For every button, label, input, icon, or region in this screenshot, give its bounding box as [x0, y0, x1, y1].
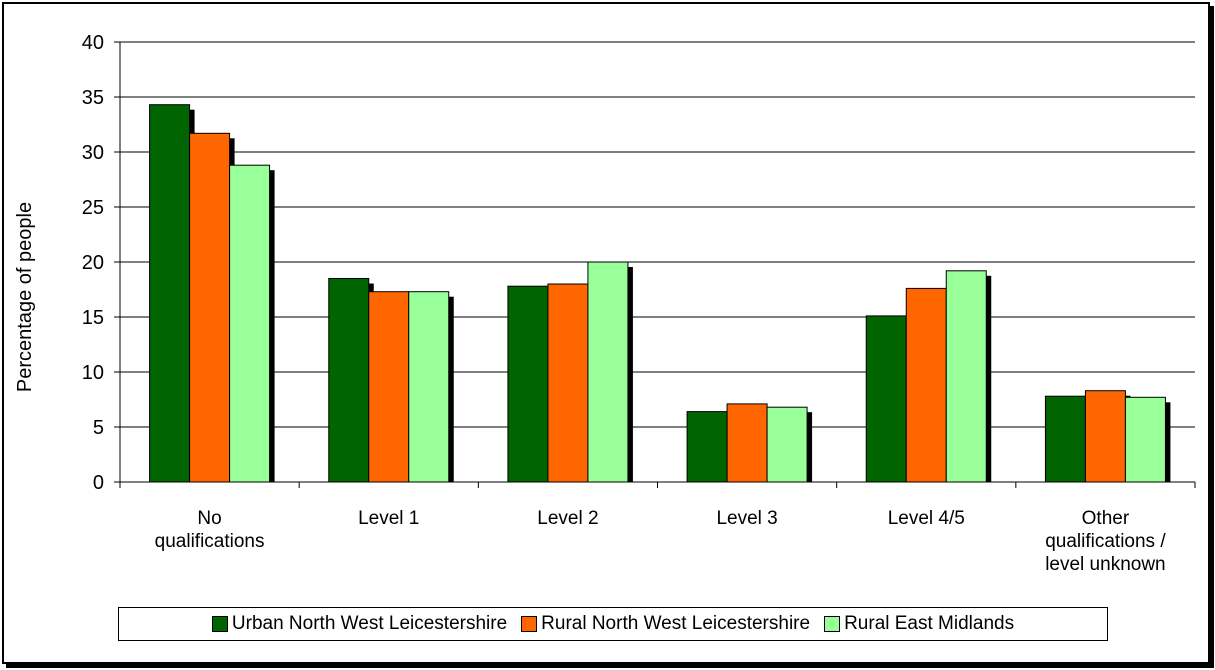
x-tick-label-line: Level 3 — [716, 508, 777, 529]
x-tick-label-line: Level 2 — [537, 508, 598, 529]
bar — [328, 278, 370, 483]
bar — [905, 287, 947, 483]
x-tick-label-line: Level 4/5 — [888, 508, 965, 529]
y-tick-label: 10 — [82, 362, 104, 384]
y-tick-label: 5 — [93, 417, 104, 439]
y-tick-label: 0 — [93, 472, 104, 494]
tick-labels: 0 5 10 15 20 25 30 35 40 No qualifications Level 1 L… — [82, 32, 1167, 575]
legend-entry: Rural North West Leicestershire — [521, 613, 810, 635]
bar — [1124, 396, 1166, 483]
bar-shadows — [154, 109, 1171, 483]
x-tick-label: Level 4/5 — [888, 508, 965, 529]
bar — [507, 285, 549, 483]
bars — [149, 104, 1166, 483]
bar — [1044, 395, 1086, 483]
bar — [766, 406, 808, 483]
x-tick-label-line: Level 1 — [358, 508, 419, 529]
bar — [945, 270, 987, 483]
x-tick-label-line: qualifications / — [1045, 531, 1166, 552]
x-tick-label-line: level unknown — [1045, 554, 1165, 575]
x-tick-label: Level 3 — [716, 508, 777, 529]
legend-entry: Urban North West Leicestershire — [211, 613, 508, 635]
bar — [368, 291, 410, 483]
bar — [547, 283, 589, 483]
bar — [686, 411, 728, 483]
y-tick-label: 30 — [82, 142, 104, 164]
axes — [114, 41, 1196, 488]
bar — [587, 261, 629, 483]
bar — [726, 403, 768, 483]
bar — [229, 164, 271, 483]
bar — [408, 291, 450, 483]
x-tick-label-line: No — [197, 508, 221, 529]
legend-label: Rural North West Leicestershire — [541, 613, 811, 634]
x-tick-label-line: Other — [1082, 508, 1130, 529]
legend-entry: Rural East Midlands — [824, 613, 1014, 635]
legend-swatch — [521, 616, 538, 632]
y-tick-label: 20 — [82, 252, 104, 274]
bar — [865, 315, 907, 483]
x-tick-label-line: qualifications — [155, 531, 265, 552]
gridlines — [120, 41, 1195, 428]
legend-swatch — [824, 616, 841, 632]
y-tick-label: 35 — [82, 87, 104, 109]
y-tick-label: 15 — [82, 307, 104, 329]
bar — [189, 132, 231, 483]
legend-label: Rural East Midlands — [844, 613, 1015, 634]
legend-label: Urban North West Leicestershire — [231, 613, 508, 634]
y-axis-label: Percentage of people — [14, 202, 36, 392]
bar — [1084, 390, 1126, 483]
x-tick-label: Level 2 — [537, 508, 598, 529]
legend: Urban North West Leicestershire Rural Nor… — [118, 607, 1108, 641]
legend-swatch — [211, 616, 228, 632]
bar — [149, 104, 191, 483]
x-tick-label: No qualifications — [155, 508, 265, 552]
x-tick-label: Level 1 — [358, 508, 419, 529]
y-tick-label: 25 — [82, 197, 104, 219]
y-tick-label: 40 — [82, 32, 104, 54]
x-tick-label: Other qualifications / level unknown — [1045, 508, 1166, 575]
